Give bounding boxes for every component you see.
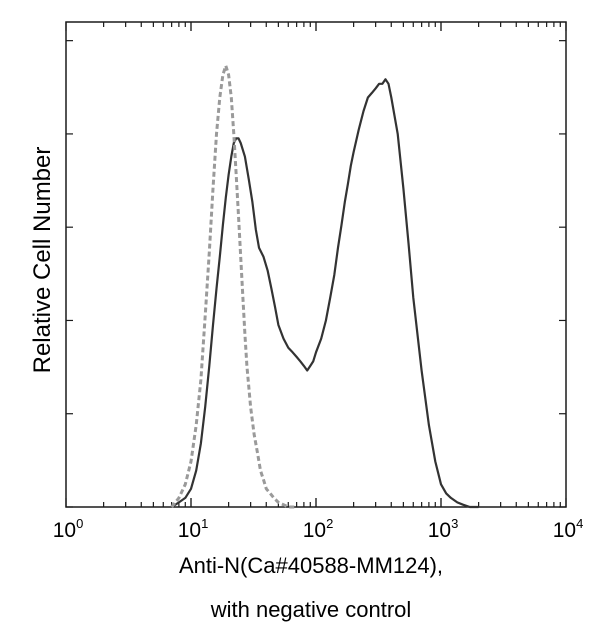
x-tick-label: 100	[53, 516, 84, 542]
x-axis-tick-labels: 100 101 102 103 104	[53, 516, 584, 542]
y-axis-ticks	[66, 40, 566, 508]
series-layer	[170, 64, 479, 509]
x-tick-label: 104	[553, 516, 584, 542]
x-axis-label-line2: with negative control	[210, 597, 412, 622]
sample-histogram	[171, 78, 479, 509]
x-tick-label: 102	[303, 516, 334, 542]
y-axis-label: Relative Cell Number	[29, 147, 56, 374]
x-axis-label: Anti-N(Ca#40588-MM124),	[179, 553, 443, 578]
negative-control-histogram	[170, 64, 297, 509]
minor-ticks	[65, 22, 567, 507]
x-tick-label: 101	[178, 516, 209, 542]
plot-frame	[65, 21, 567, 508]
x-tick-label: 103	[428, 516, 459, 542]
